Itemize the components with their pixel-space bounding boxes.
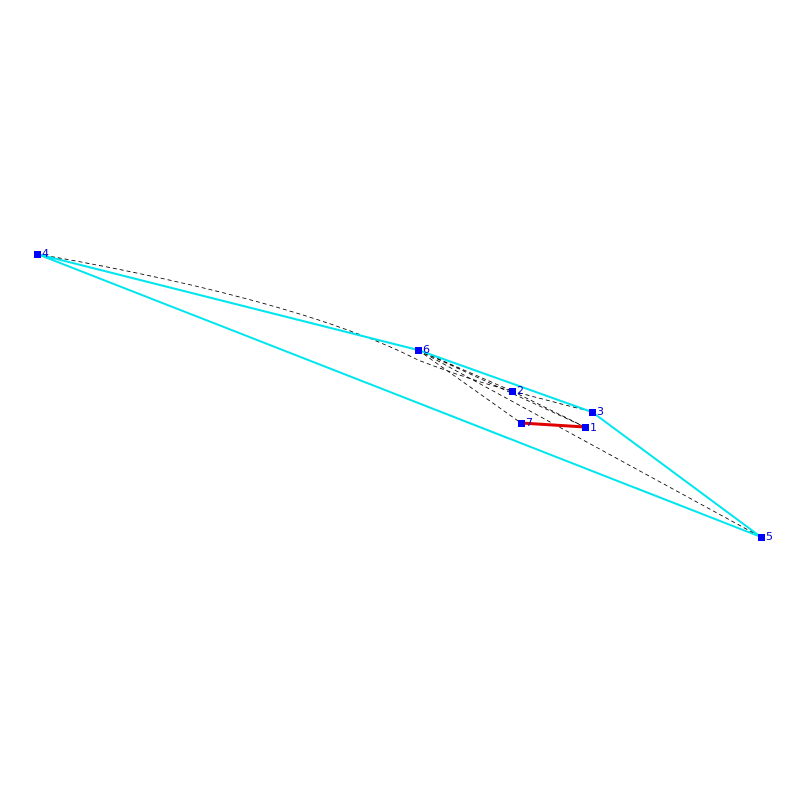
node-label: 4 [42,247,49,260]
dashed-edge [417,349,586,428]
node-label: 7 [526,416,533,429]
dashed-edge [511,390,593,413]
node-label: 5 [766,530,773,543]
dashed-edge [417,349,762,538]
dashed-edge [417,349,522,424]
node [509,388,516,395]
node [589,409,596,416]
node [758,534,765,541]
points: 1 2 3 4 5 6 7 [34,247,773,543]
hull [36,253,762,538]
node-label: 1 [590,421,597,434]
node-label: 2 [517,384,524,397]
node-label: 6 [423,343,430,356]
node [415,347,422,354]
node [518,420,525,427]
node [34,251,41,258]
hull-polygon [36,253,762,538]
dashed-edge [36,253,513,392]
node [582,424,589,431]
node-label: 3 [597,405,604,418]
highlight-edge [520,421,586,429]
